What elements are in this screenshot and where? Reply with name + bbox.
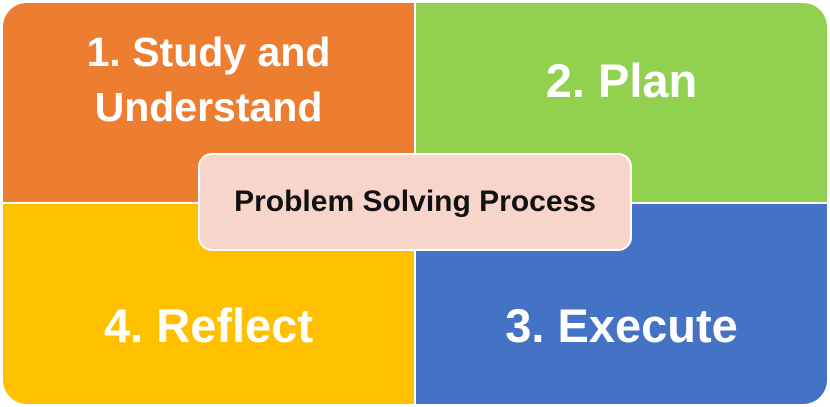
step-reflect-label: 4. Reflect <box>104 299 313 352</box>
step-plan-label: 2. Plan <box>545 54 698 107</box>
step-study-understand-label: 1. Study and Understand <box>86 29 331 130</box>
step-execute-label: 3. Execute <box>505 299 738 352</box>
center-title-box: Problem Solving Process <box>198 153 632 251</box>
center-title-label: Problem Solving Process <box>234 185 596 218</box>
